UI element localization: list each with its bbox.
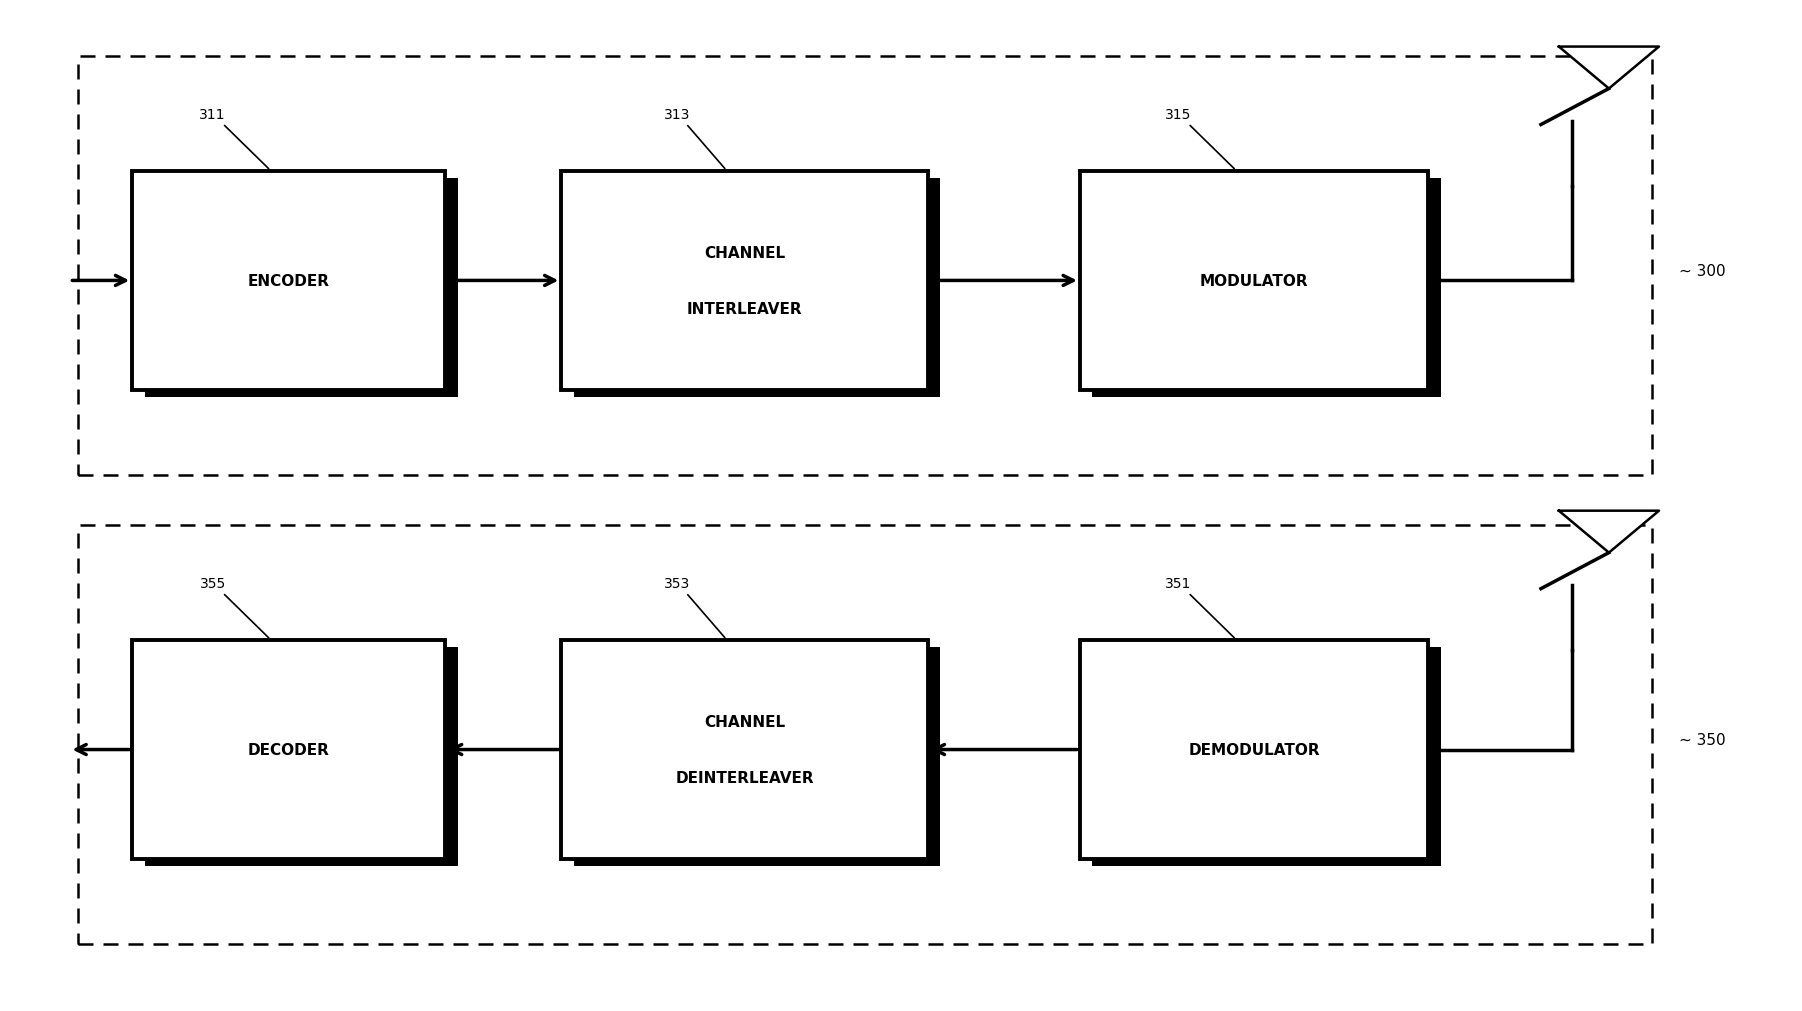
Text: CHANNEL: CHANNEL	[705, 715, 786, 729]
Text: 311: 311	[200, 107, 268, 170]
Bar	[144, 179, 458, 397]
Bar	[573, 179, 941, 397]
Text: DECODER: DECODER	[247, 742, 330, 757]
Text: ~ 350: ~ 350	[1679, 732, 1726, 747]
Text: ENCODER: ENCODER	[247, 274, 330, 288]
Polygon shape	[1559, 512, 1660, 553]
Bar	[79, 526, 1652, 944]
Text: DEMODULATOR: DEMODULATOR	[1188, 742, 1319, 757]
Bar	[560, 172, 928, 391]
Bar	[1079, 640, 1429, 859]
Bar	[144, 647, 458, 866]
Polygon shape	[1559, 48, 1660, 89]
Bar	[1092, 179, 1442, 397]
Bar	[132, 640, 445, 859]
Bar	[132, 172, 445, 391]
Text: 351: 351	[1164, 576, 1234, 638]
Text: 313: 313	[665, 107, 724, 170]
Text: 315: 315	[1164, 107, 1234, 170]
Text: CHANNEL: CHANNEL	[705, 246, 786, 261]
Bar	[1079, 172, 1429, 391]
Bar	[1092, 647, 1442, 866]
Text: ~ 300: ~ 300	[1679, 264, 1726, 279]
Text: DEINTERLEAVER: DEINTERLEAVER	[676, 770, 815, 786]
Bar	[573, 647, 941, 866]
Text: INTERLEAVER: INTERLEAVER	[687, 301, 802, 316]
Text: 355: 355	[200, 576, 268, 638]
Text: MODULATOR: MODULATOR	[1200, 274, 1308, 288]
Text: 353: 353	[665, 576, 724, 638]
Bar	[560, 640, 928, 859]
Bar	[79, 57, 1652, 475]
